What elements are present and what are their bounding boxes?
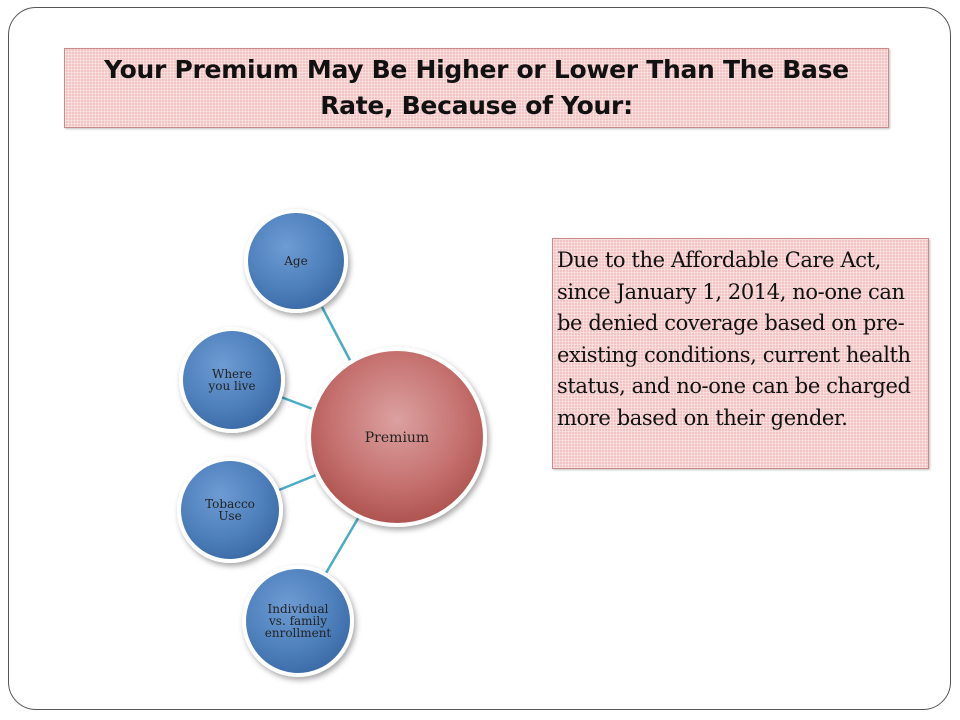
factor-label-3-line-2: Use	[218, 509, 241, 523]
factor-label-2-line-1: Where	[212, 367, 252, 381]
factor-node-1: Age	[244, 209, 348, 313]
title-box: Your Premium May Be Higher or Lower Than…	[64, 48, 889, 128]
factor-label-4-line-2: vs. family	[268, 614, 327, 628]
factor-label-4-line-1: Individual	[267, 602, 328, 616]
connector-line-1	[320, 306, 354, 365]
factor-node-circle	[183, 331, 281, 429]
factor-label-4-line-3: enrollment	[265, 626, 332, 640]
aca-note-box: Due to the Affordable Care Act, since Ja…	[552, 238, 929, 469]
factor-label-2-line-2: you live	[207, 379, 255, 393]
factor-node-circle	[246, 569, 350, 673]
factor-label-1-line-1: Age	[283, 254, 307, 268]
connector-line-3	[278, 473, 317, 492]
connector-line-4	[324, 514, 362, 574]
slide-title: Your Premium May Be Higher or Lower Than…	[104, 55, 849, 120]
aca-note-text: Due to the Affordable Care Act, since Ja…	[557, 248, 911, 430]
factor-label-3-line-1: Tobacco	[205, 497, 255, 511]
center-node-circle	[311, 351, 483, 523]
factor-node-circle	[181, 461, 279, 559]
factor-node-circle	[248, 213, 344, 309]
center-node: Premium	[307, 347, 487, 527]
center-label: Premium	[365, 430, 429, 446]
